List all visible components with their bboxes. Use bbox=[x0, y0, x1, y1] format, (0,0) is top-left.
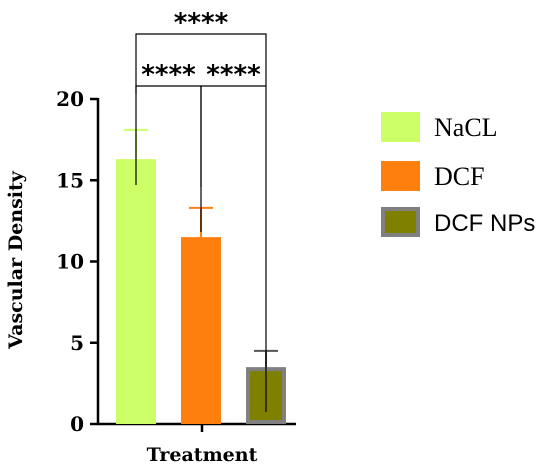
y-tick-label: 15 bbox=[56, 168, 84, 192]
legend-swatch bbox=[381, 207, 420, 237]
significance-label: **** bbox=[141, 60, 196, 90]
legend: NaCL DCF DCF NPs bbox=[381, 112, 535, 237]
x-axis bbox=[97, 422, 296, 432]
bar-nacl bbox=[116, 159, 156, 424]
y-axis: 0 5 10 15 20 bbox=[56, 87, 100, 436]
y-tick-label: 10 bbox=[56, 250, 84, 274]
x-axis-label: Treatment bbox=[147, 444, 258, 466]
legend-swatch bbox=[381, 161, 420, 191]
legend-label: DCF NPs bbox=[434, 210, 535, 237]
significance-brackets: **** **** **** bbox=[135, 8, 267, 412]
bar-dcf bbox=[181, 237, 221, 424]
bars bbox=[116, 159, 286, 424]
legend-swatch bbox=[381, 112, 420, 142]
significance-label: **** bbox=[206, 60, 261, 90]
significance-bracket bbox=[135, 33, 267, 94]
y-tick-label: 20 bbox=[56, 87, 84, 111]
legend-label: DCF bbox=[434, 162, 485, 191]
y-tick-label: 5 bbox=[70, 331, 84, 355]
y-axis-label: Vascular Density bbox=[5, 170, 27, 350]
y-tick-label: 0 bbox=[70, 412, 84, 436]
legend-label: NaCL bbox=[434, 113, 498, 142]
significance-bracket bbox=[200, 85, 267, 412]
significance-label: **** bbox=[174, 8, 229, 38]
